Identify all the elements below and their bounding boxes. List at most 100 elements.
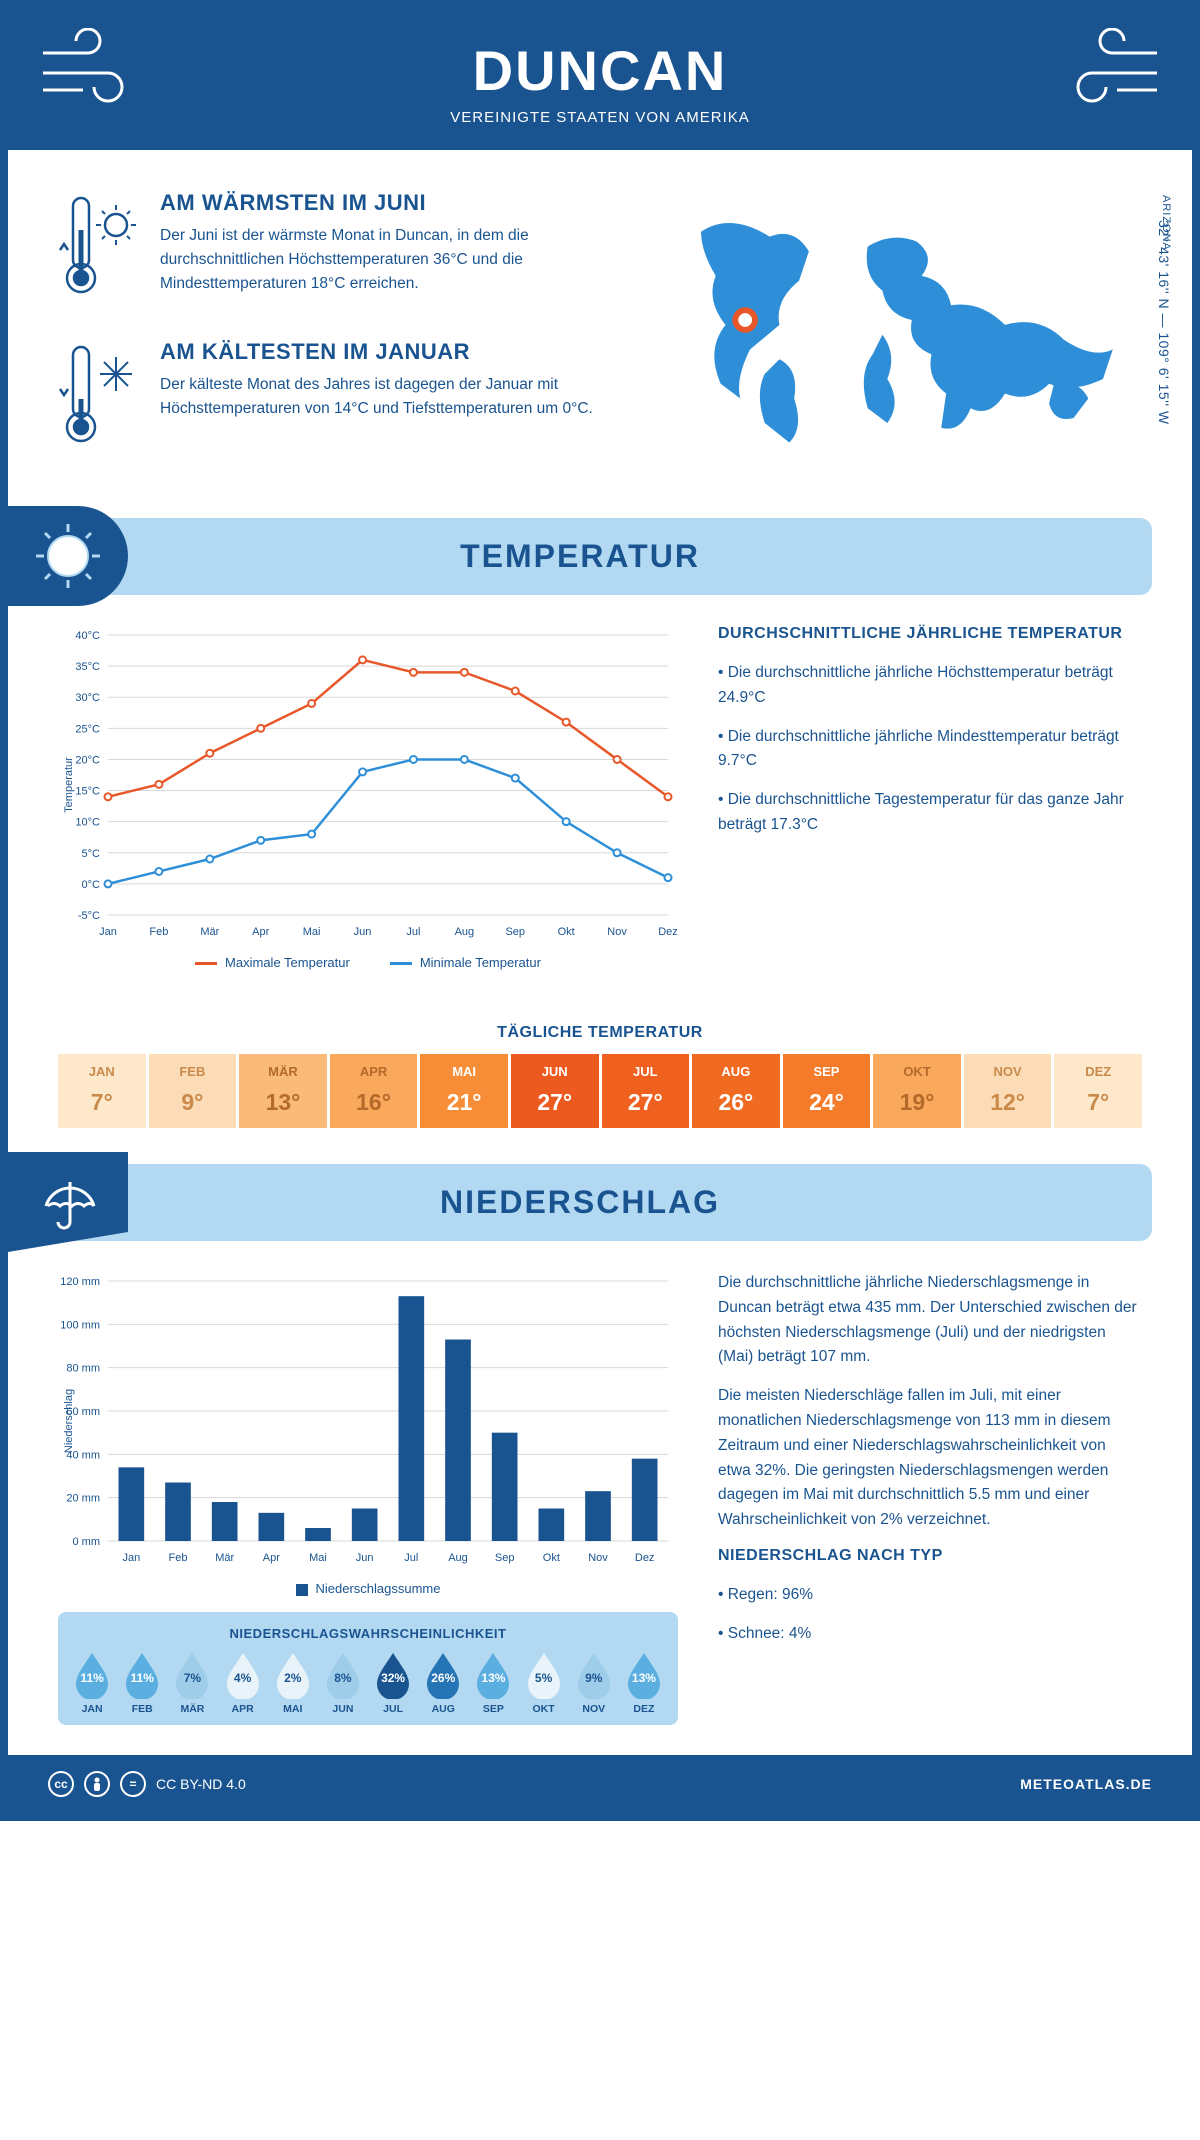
- svg-text:Mai: Mai: [303, 926, 321, 938]
- svg-text:35°C: 35°C: [75, 661, 100, 673]
- svg-text:0 mm: 0 mm: [73, 1536, 101, 1548]
- daily-temp-cell: NOV12°: [964, 1054, 1052, 1128]
- thermometer-snow-icon: [58, 339, 138, 449]
- precip-bar-chart: 0 mm20 mm40 mm60 mm80 mm100 mm120 mmJanF…: [58, 1271, 678, 1571]
- precip-text: Die meisten Niederschläge fallen im Juli…: [718, 1384, 1142, 1533]
- precip-type-item: Regen: 96%: [718, 1583, 1142, 1608]
- svg-text:120 mm: 120 mm: [60, 1276, 100, 1288]
- precip-text: Die durchschnittliche jährliche Niedersc…: [718, 1271, 1142, 1370]
- wind-icon: [38, 28, 148, 108]
- precip-heading: NIEDERSCHLAG: [440, 1184, 720, 1220]
- daily-temp-cell: OKT19°: [873, 1054, 961, 1128]
- license-text: CC BY-ND 4.0: [156, 1776, 246, 1792]
- svg-text:Jan: Jan: [122, 1552, 140, 1564]
- prob-drop-cell: 13%SEP: [469, 1651, 517, 1715]
- coldest-fact: AM KÄLTESTEN IM JANUAR Der kälteste Mona…: [58, 339, 622, 454]
- temp-summary-title: DURCHSCHNITTLICHE JÄHRLICHE TEMPERATUR: [718, 625, 1142, 643]
- coldest-text: Der kälteste Monat des Jahres ist dagege…: [160, 373, 622, 421]
- coordinates: 32° 43' 16'' N — 109° 6' 15'' W: [1156, 220, 1172, 425]
- prob-drop-cell: 8%JUN: [319, 1651, 367, 1715]
- infographic-frame: DUNCAN VEREINIGTE STAATEN VON AMERIKA AM…: [0, 0, 1200, 1821]
- daily-temp-cell: JUL27°: [602, 1054, 690, 1128]
- warmest-fact: AM WÄRMSTEN IM JUNI Der Juni ist der wär…: [58, 190, 622, 305]
- svg-text:Jul: Jul: [406, 926, 420, 938]
- prob-drop-cell: 32%JUL: [369, 1651, 417, 1715]
- wind-icon: [1052, 28, 1162, 108]
- warmest-text: Der Juni ist der wärmste Monat in Duncan…: [160, 224, 622, 296]
- svg-text:80 mm: 80 mm: [66, 1363, 100, 1375]
- daily-temp-cell: DEZ7°: [1054, 1054, 1142, 1128]
- prob-drop-cell: 2%MAI: [269, 1651, 317, 1715]
- svg-text:Okt: Okt: [558, 926, 575, 938]
- prob-drop-cell: 11%JAN: [68, 1651, 116, 1715]
- svg-text:10°C: 10°C: [75, 817, 100, 829]
- prob-drop-cell: 7%MÄR: [168, 1651, 216, 1715]
- daily-temp-cell: SEP24°: [783, 1054, 871, 1128]
- svg-text:Mär: Mär: [215, 1552, 234, 1564]
- daily-temp-title: TÄGLICHE TEMPERATUR: [8, 1024, 1192, 1042]
- svg-text:15°C: 15°C: [75, 786, 100, 798]
- daily-temp-cell: FEB9°: [149, 1054, 237, 1128]
- daily-temp-cell: MÄR13°: [239, 1054, 327, 1128]
- legend-min: Minimale Temperatur: [390, 955, 541, 970]
- country-subtitle: VEREINIGTE STAATEN VON AMERIKA: [28, 109, 1172, 126]
- thermometer-sun-icon: [58, 190, 138, 300]
- svg-text:Mär: Mär: [200, 926, 219, 938]
- footer: cc = CC BY-ND 4.0 METEOATLAS.DE: [8, 1755, 1192, 1813]
- svg-text:25°C: 25°C: [75, 723, 100, 735]
- prob-drop-cell: 13%DEZ: [620, 1651, 668, 1715]
- svg-text:Jun: Jun: [354, 926, 372, 938]
- svg-text:5°C: 5°C: [82, 848, 101, 860]
- prob-drop-cell: 11%FEB: [118, 1651, 166, 1715]
- svg-text:40°C: 40°C: [75, 630, 100, 642]
- prob-drop-cell: 9%NOV: [570, 1651, 618, 1715]
- legend-max: Maximale Temperatur: [195, 955, 350, 970]
- precip-section-bar: NIEDERSCHLAG: [8, 1164, 1152, 1241]
- prob-drop-cell: 5%OKT: [520, 1651, 568, 1715]
- svg-text:0°C: 0°C: [82, 879, 101, 891]
- svg-text:Jan: Jan: [99, 926, 117, 938]
- svg-text:Dez: Dez: [658, 926, 678, 938]
- temp-bullet: Die durchschnittliche Tagestemperatur fü…: [718, 788, 1142, 838]
- svg-text:Apr: Apr: [263, 1552, 280, 1564]
- city-title: DUNCAN: [28, 38, 1172, 103]
- by-icon: [84, 1771, 110, 1797]
- daily-temp-cell: JAN7°: [58, 1054, 146, 1128]
- intro-section: AM WÄRMSTEN IM JUNI Der Juni ist der wär…: [8, 150, 1192, 518]
- svg-text:30°C: 30°C: [75, 692, 100, 704]
- sun-icon: [8, 506, 128, 606]
- precip-type-item: Schnee: 4%: [718, 1622, 1142, 1647]
- svg-text:Sep: Sep: [495, 1552, 515, 1564]
- svg-text:Apr: Apr: [252, 926, 269, 938]
- warmest-title: AM WÄRMSTEN IM JUNI: [160, 190, 622, 216]
- svg-text:Nov: Nov: [588, 1552, 608, 1564]
- world-map: [652, 190, 1142, 450]
- umbrella-icon: [8, 1152, 128, 1252]
- nd-icon: =: [120, 1771, 146, 1797]
- prob-drop-cell: 26%AUG: [419, 1651, 467, 1715]
- daily-temp-cell: AUG26°: [692, 1054, 780, 1128]
- prob-drop-cell: 4%APR: [219, 1651, 267, 1715]
- svg-text:20 mm: 20 mm: [66, 1493, 100, 1505]
- daily-temp-cell: JUN27°: [511, 1054, 599, 1128]
- temperature-section-bar: TEMPERATUR: [8, 518, 1152, 595]
- temp-bullet: Die durchschnittliche jährliche Mindestt…: [718, 725, 1142, 775]
- svg-text:Dez: Dez: [635, 1552, 655, 1564]
- svg-text:Feb: Feb: [169, 1552, 188, 1564]
- precip-prob-box: NIEDERSCHLAGSWAHRSCHEINLICHKEIT 11%JAN11…: [58, 1612, 678, 1725]
- svg-text:Niederschlag: Niederschlag: [63, 1389, 75, 1453]
- temp-bullet: Die durchschnittliche jährliche Höchstte…: [718, 661, 1142, 711]
- cc-icon: cc: [48, 1771, 74, 1797]
- svg-text:Mai: Mai: [309, 1552, 327, 1564]
- svg-text:Nov: Nov: [607, 926, 627, 938]
- header: DUNCAN VEREINIGTE STAATEN VON AMERIKA: [8, 8, 1192, 150]
- daily-temp-cell: APR16°: [330, 1054, 418, 1128]
- daily-temp-grid: JAN7°FEB9°MÄR13°APR16°MAI21°JUN27°JUL27°…: [8, 1054, 1192, 1164]
- svg-text:Feb: Feb: [149, 926, 168, 938]
- temperature-line-chart: -5°C0°C5°C10°C15°C20°C25°C30°C35°C40°CJa…: [58, 625, 678, 945]
- svg-text:Temperatur: Temperatur: [63, 757, 75, 813]
- svg-text:-5°C: -5°C: [78, 910, 100, 922]
- svg-text:Jun: Jun: [356, 1552, 374, 1564]
- svg-text:Jul: Jul: [404, 1552, 418, 1564]
- svg-text:Okt: Okt: [543, 1552, 560, 1564]
